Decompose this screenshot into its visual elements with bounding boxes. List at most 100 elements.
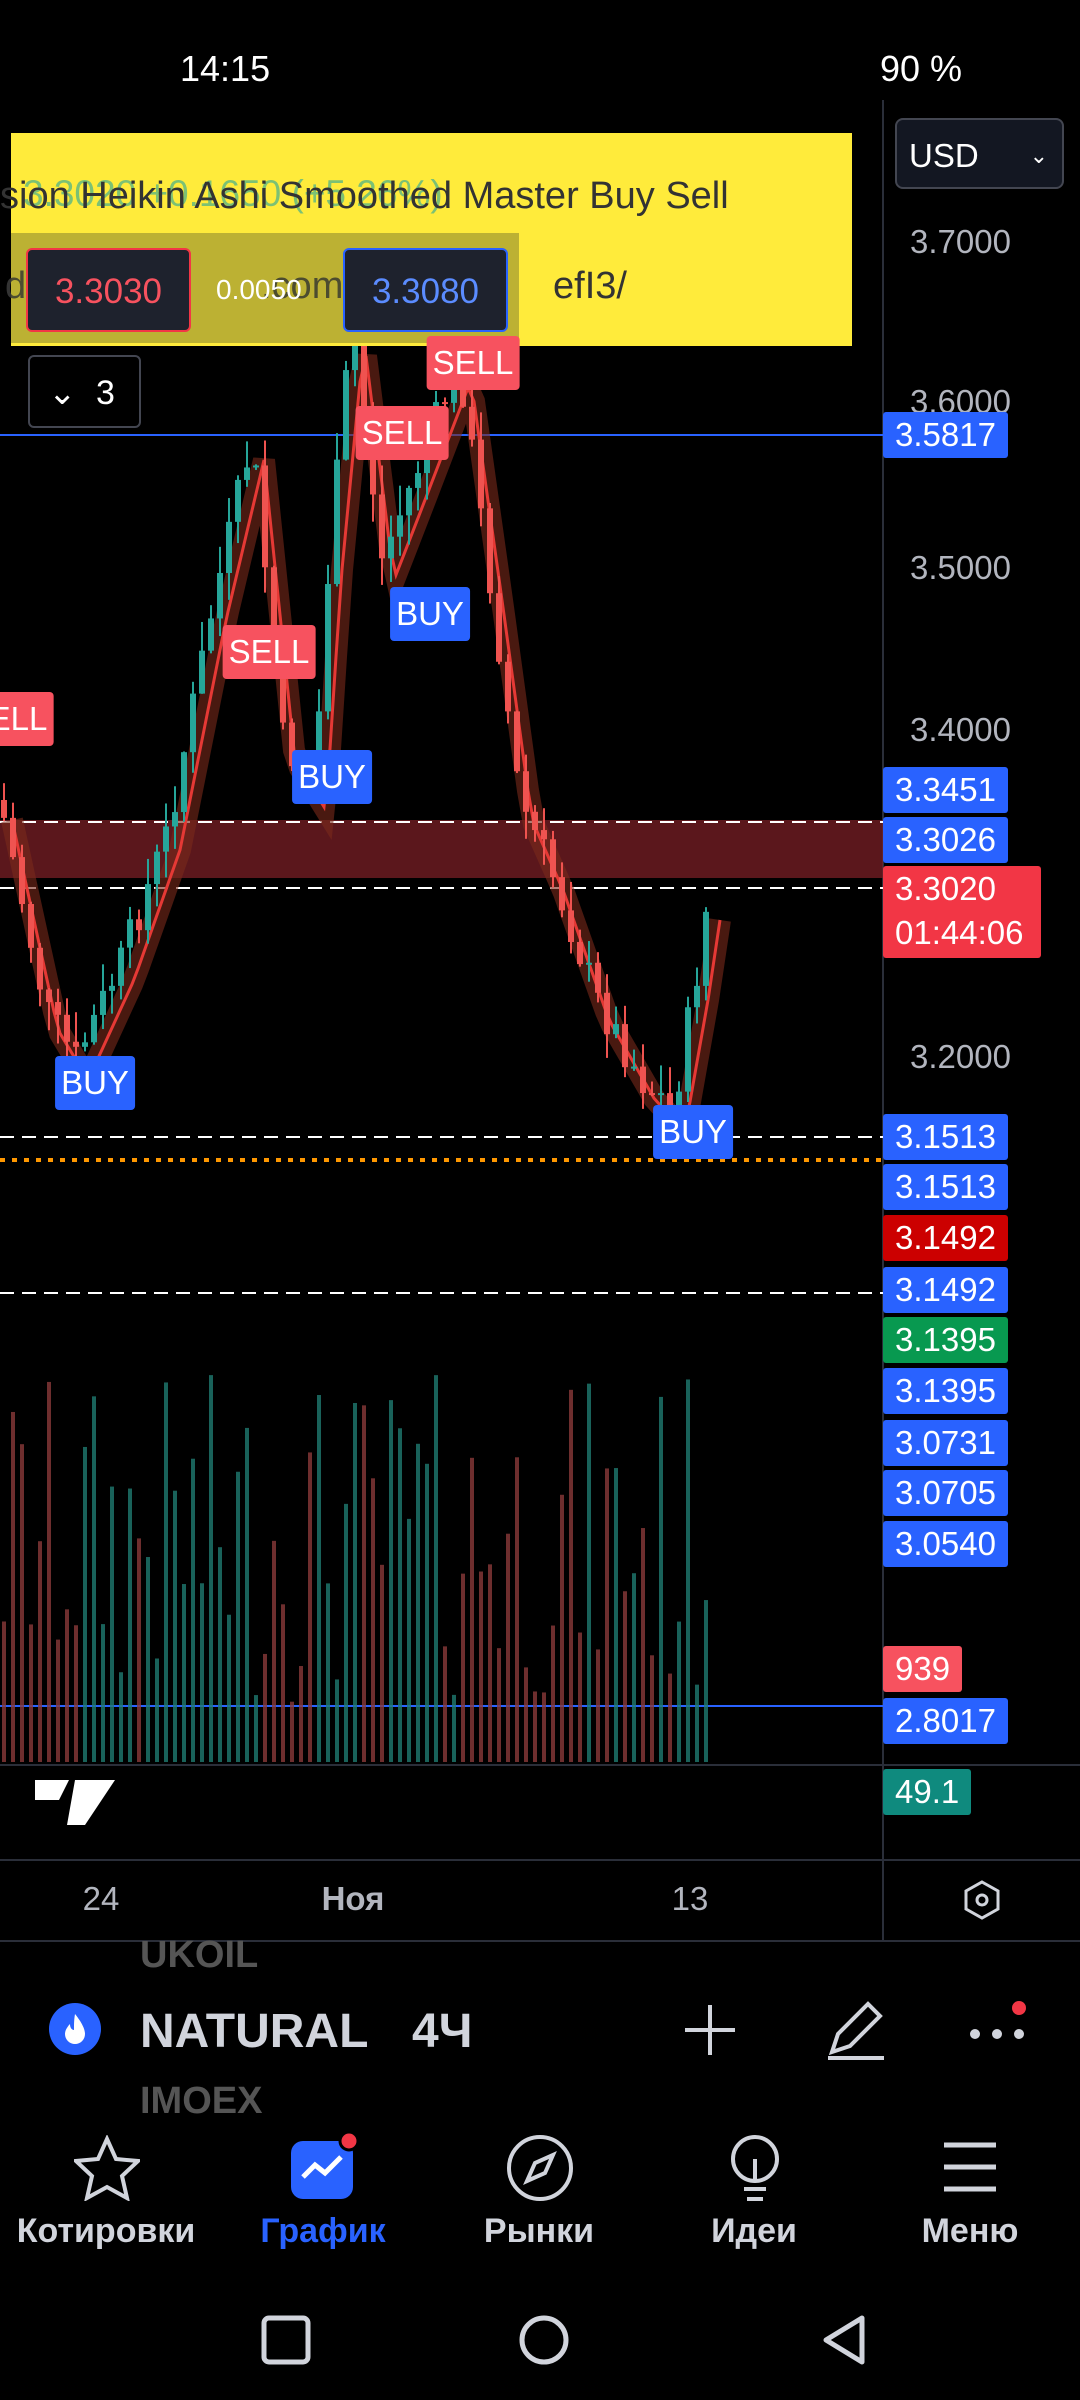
decor (658, 1093, 664, 1096)
decor (101, 1624, 105, 1762)
nav-label[interactable]: Меню (921, 2212, 1019, 2250)
decor (497, 1648, 501, 1762)
price-tag: 3.1492 (883, 1267, 1008, 1313)
collapse-count: 3 (95, 374, 115, 412)
decor (524, 1667, 528, 1762)
nav-label[interactable]: График (260, 2212, 386, 2250)
decor (83, 1446, 87, 1762)
decor (253, 465, 259, 468)
decor (38, 1541, 42, 1762)
price-tag: 3.1395 (883, 1317, 1008, 1363)
decor (667, 1093, 673, 1105)
signal-label: SELL (222, 625, 316, 679)
price-label: 3.2000 (910, 1038, 1011, 1075)
decor (631, 1066, 637, 1069)
decor (173, 1490, 177, 1762)
decor (110, 1486, 114, 1762)
decor (559, 877, 565, 911)
decor (335, 1679, 339, 1762)
price-tag: 3.3451 (883, 767, 1008, 813)
decor (56, 1639, 60, 1762)
decor (91, 1014, 97, 1043)
decor (281, 1604, 285, 1762)
decor (632, 1573, 636, 1762)
battery: 90 % (880, 48, 963, 89)
decor (668, 1673, 672, 1762)
decor (218, 1547, 222, 1762)
url-part: efI3/ (553, 265, 627, 307)
nav-label[interactable]: Идеи (711, 2212, 797, 2250)
decor (199, 650, 205, 694)
decor (100, 990, 106, 1015)
decor (200, 1583, 204, 1762)
decor (542, 1692, 546, 1762)
decor (353, 1402, 357, 1762)
decor (245, 1427, 249, 1762)
symbol-icon (49, 2003, 101, 2055)
decor (244, 467, 250, 480)
decor (361, 341, 367, 418)
collapse-button[interactable]: ⌄ 3 (28, 355, 141, 428)
add-button[interactable] (680, 2000, 740, 2060)
price-tag-text: 3.3020 (895, 870, 996, 907)
decor (182, 1584, 186, 1762)
decor (389, 1400, 393, 1762)
signal-label: SELL (355, 406, 449, 460)
decor (407, 1518, 411, 1762)
decor (470, 1457, 474, 1762)
price-tag-text: 3.1513 (895, 1168, 996, 1205)
decor (334, 459, 340, 585)
decor (488, 1564, 492, 1762)
decor (155, 1658, 159, 1762)
currency-select[interactable]: USD ⌄ (895, 118, 1064, 189)
decor (19, 857, 25, 905)
symbol-name[interactable]: NATURAL (140, 2005, 369, 2058)
decor (73, 1041, 79, 1047)
decor (649, 1093, 655, 1096)
decor (569, 1389, 573, 1762)
decor (217, 572, 223, 619)
countdown: 01:44:06 (895, 914, 1024, 951)
symbol-bar: UKOIL IMOEX NATURAL 4Ч (0, 1934, 1080, 2122)
decor (317, 1395, 321, 1762)
decor (65, 1609, 69, 1762)
price-tag-text: 3.1513 (895, 1118, 996, 1155)
decor (380, 1564, 384, 1762)
decor (271, 567, 277, 653)
decor (226, 521, 232, 573)
decor (487, 508, 493, 594)
bid-button[interactable]: 3.3030 (26, 248, 191, 332)
decor (316, 711, 322, 783)
decor (325, 584, 331, 712)
decor (154, 851, 160, 885)
price-tag: 2.8017 (883, 1698, 1008, 1744)
draw-button[interactable] (820, 1994, 890, 2064)
decor (398, 1428, 402, 1762)
decor (145, 884, 151, 931)
decor (560, 1494, 564, 1762)
decor (74, 1625, 78, 1762)
decor (686, 1379, 690, 1762)
url-part: d (5, 265, 27, 307)
decor (434, 1375, 438, 1762)
decor (677, 1621, 681, 1762)
decor (289, 722, 295, 767)
price-tag-text: 3.0705 (895, 1474, 996, 1511)
price-tag: 49.1 (883, 1769, 972, 1815)
decor (47, 1381, 51, 1762)
decor (371, 1478, 375, 1762)
decor (443, 1646, 447, 1762)
decor (604, 992, 610, 1035)
nav-label[interactable]: Рынки (483, 2212, 595, 2250)
decor (577, 941, 583, 965)
nav-label[interactable]: Котировки (16, 2212, 196, 2250)
ask-button[interactable]: 3.3080 (343, 248, 508, 332)
interval[interactable]: 4Ч (412, 2005, 473, 2058)
decor (506, 1533, 510, 1762)
decor (262, 465, 268, 568)
decor (551, 1625, 555, 1762)
more-button[interactable] (965, 1994, 1035, 2064)
decor (254, 1695, 258, 1762)
decor (415, 473, 421, 488)
decor (416, 1443, 420, 1762)
